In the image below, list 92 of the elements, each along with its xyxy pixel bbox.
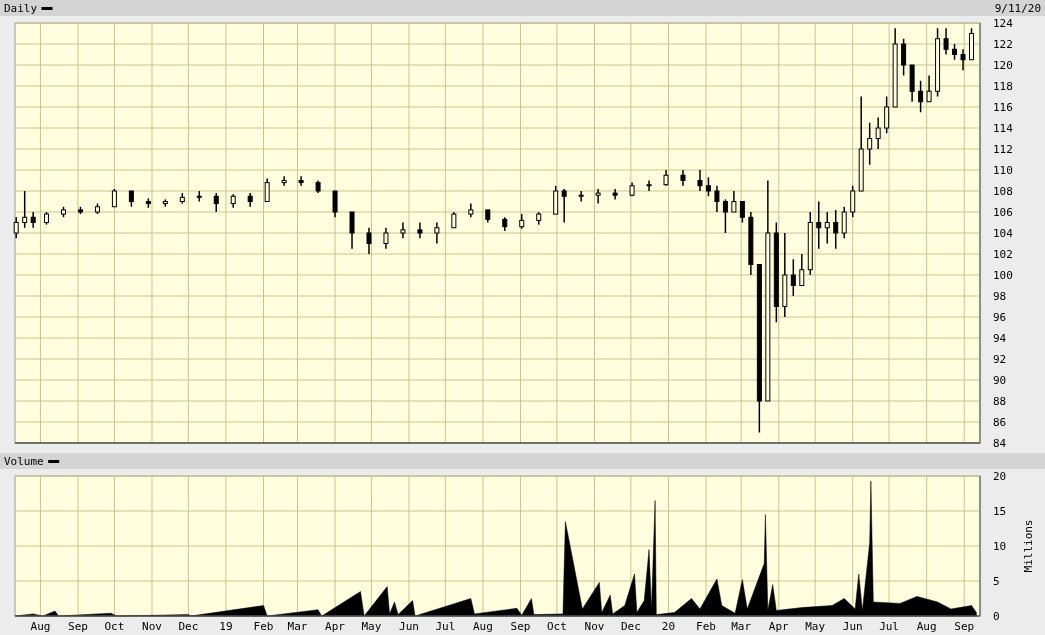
x-tick-label: Apr [325,620,346,633]
candlestick [799,253,805,287]
y-tick-label: 110 [993,164,1013,177]
x-tick-label: Dec [178,620,199,633]
y-tick-label: 114 [993,122,1014,135]
candlestick [867,122,873,166]
y-tick-label: 5 [993,575,1000,588]
y-tick-label: 84 [993,437,1007,450]
candlestick [731,190,737,213]
y-tick-label: 116 [993,101,1013,114]
candlestick [884,95,890,134]
candlestick [578,190,584,203]
candlestick [918,80,924,113]
x-tick-label: Feb [253,620,274,633]
candlestick [281,175,287,187]
x-tick-label: Nov [142,620,163,633]
candlestick [553,185,559,215]
y-tick-label: 118 [993,80,1013,93]
candlestick [646,179,652,192]
x-tick-label: Sep [68,620,88,633]
candlestick [366,227,372,255]
x-tick-label: 19 [219,620,233,633]
candlestick [595,188,601,205]
y-tick-label: 100 [993,269,1013,282]
x-tick-label: Oct [546,620,567,633]
x-tick-label: Aug [30,620,51,633]
y-tick-label: 98 [993,290,1007,303]
x-tick-label: Jun [399,620,419,633]
x-tick-label: Mar [731,620,752,633]
candlestick [824,211,830,245]
x-tick-label: May [805,620,826,633]
candlestick [841,206,847,239]
candlestick [790,258,796,297]
y-tick-label: 10 [993,540,1007,553]
y-tick-label: 102 [993,248,1013,261]
candlestick [705,176,711,197]
y-tick-label: 92 [993,353,1007,366]
x-tick-label: Oct [104,620,125,633]
y-tick-label: 94 [993,332,1007,345]
x-tick-label: 20 [661,620,676,633]
x-tick-label: Aug [916,620,937,633]
candlestick [264,177,270,203]
candlestick [349,211,355,250]
candlestick [561,188,567,224]
y-tick-label: 122 [993,38,1013,51]
candlestick [960,48,966,71]
text: 9/11/20 [994,2,1041,15]
candlestick [926,74,932,103]
candlestick [850,185,856,218]
x-tick-label: Aug [473,620,493,633]
y-tick-label: 88 [993,395,1007,408]
candlestick [22,190,28,229]
y-tick-label: 106 [993,206,1013,219]
candlestick [332,190,338,218]
candlestick [383,227,389,250]
x-tick-label: Apr [768,620,790,633]
y-axis-title: Millions [1022,519,1035,573]
y-tick-label: 86 [993,416,1007,429]
x-tick-label: Sep [954,620,975,633]
candlestick [434,221,440,245]
y-tick-label: 112 [993,143,1013,156]
candlestick [298,175,304,187]
x-tick-label: Jul [879,620,900,633]
x-tick-label: Jul [435,620,456,633]
candlestick [833,209,839,250]
x-tick-label: Mar [287,620,308,633]
candlestick [901,38,907,77]
candlestick [213,192,219,213]
candlestick [697,169,703,192]
chart-title: Volume [4,455,44,468]
x-tick-label: Sep [510,620,531,633]
y-tick-label: 15 [993,505,1007,518]
x-tick-label: Dec [620,620,641,633]
y-tick-label: 96 [993,311,1007,324]
candlestick [943,27,949,56]
y-tick-label: 108 [993,185,1013,198]
candlestick [875,116,881,150]
candlestick [739,200,745,224]
y-tick-label: 104 [993,227,1014,240]
candlestick [816,200,822,250]
y-tick-label: 90 [993,374,1007,387]
candlestick [722,198,728,234]
y-tick-label: 120 [993,59,1013,72]
candlestick [714,185,720,213]
x-tick-label: Feb [696,620,716,633]
x-tick-label: May [361,620,382,633]
chart-title: Daily [4,2,38,15]
x-tick-label: Nov [584,620,605,633]
y-tick-label: 124 [993,17,1014,30]
x-tick-label: Jun [842,620,863,633]
y-tick-label: 0 [993,610,1000,623]
y-tick-label: 20 [993,470,1007,483]
